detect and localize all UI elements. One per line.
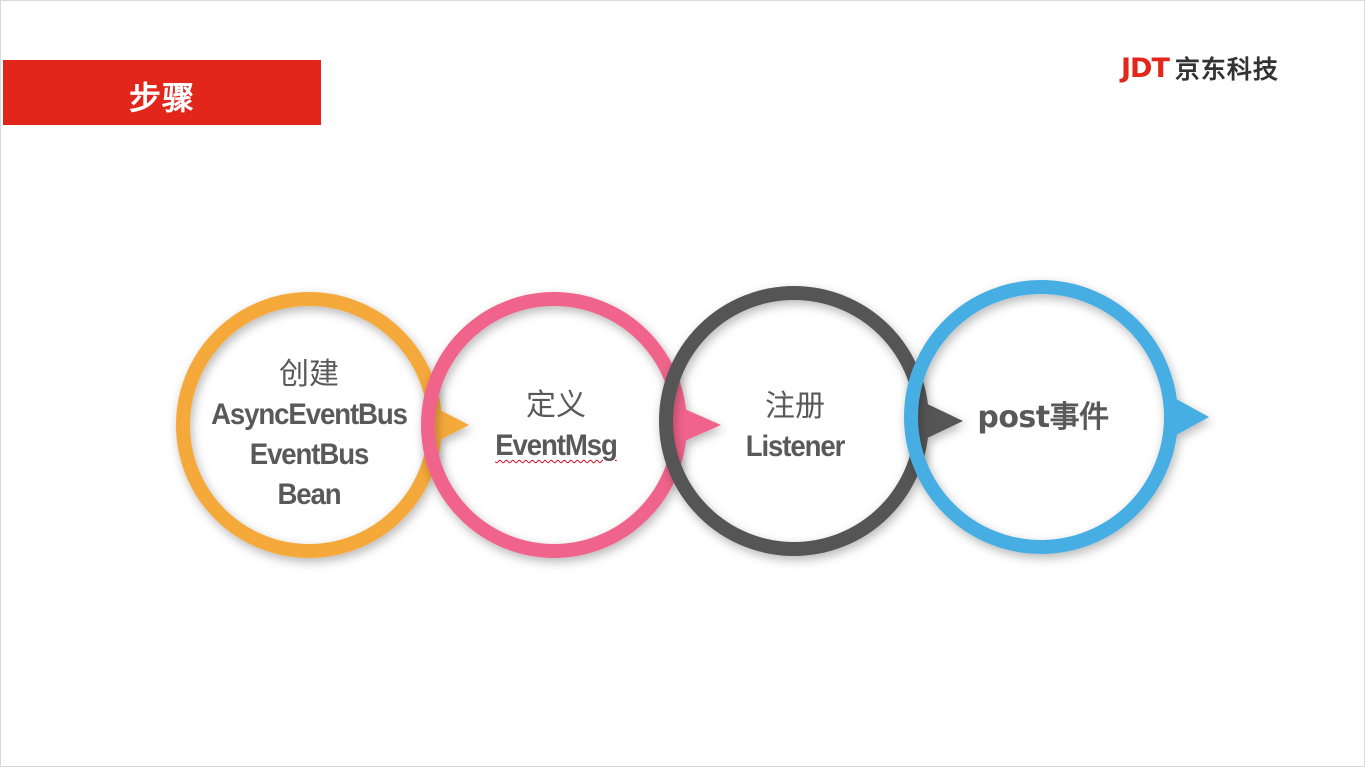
logo-name: 京东科技	[1174, 55, 1279, 84]
step-4-label: post事件	[943, 398, 1143, 438]
step-1-line-2: EventBus	[249, 438, 370, 471]
logo-mark: JDT	[1121, 52, 1170, 84]
slide-title: 步骤	[129, 79, 196, 117]
step-1-line-1: AsyncEventBus	[211, 398, 408, 431]
step-2-ring	[421, 292, 721, 558]
jdt-logo: JDT 京东科技	[1121, 51, 1279, 85]
step-2-title: 定义	[526, 388, 586, 423]
step-1-label: 创建 AsyncEventBus EventBus Bean	[189, 355, 429, 515]
step-3-label: 注册 Listener	[695, 387, 895, 467]
step-1-line-3: Bean	[277, 478, 341, 511]
step-3-title: 注册	[765, 389, 825, 424]
step-3-ring	[659, 286, 963, 556]
step-3-line-1: Listener	[745, 430, 846, 463]
step-2-line-1: EventMsg	[495, 429, 618, 462]
step-4-title: post事件	[977, 400, 1109, 435]
step-4-ring	[904, 280, 1209, 554]
step-2-label: 定义 EventMsg	[456, 386, 656, 466]
title-bar	[3, 60, 321, 125]
step-1-title: 创建	[279, 357, 339, 392]
